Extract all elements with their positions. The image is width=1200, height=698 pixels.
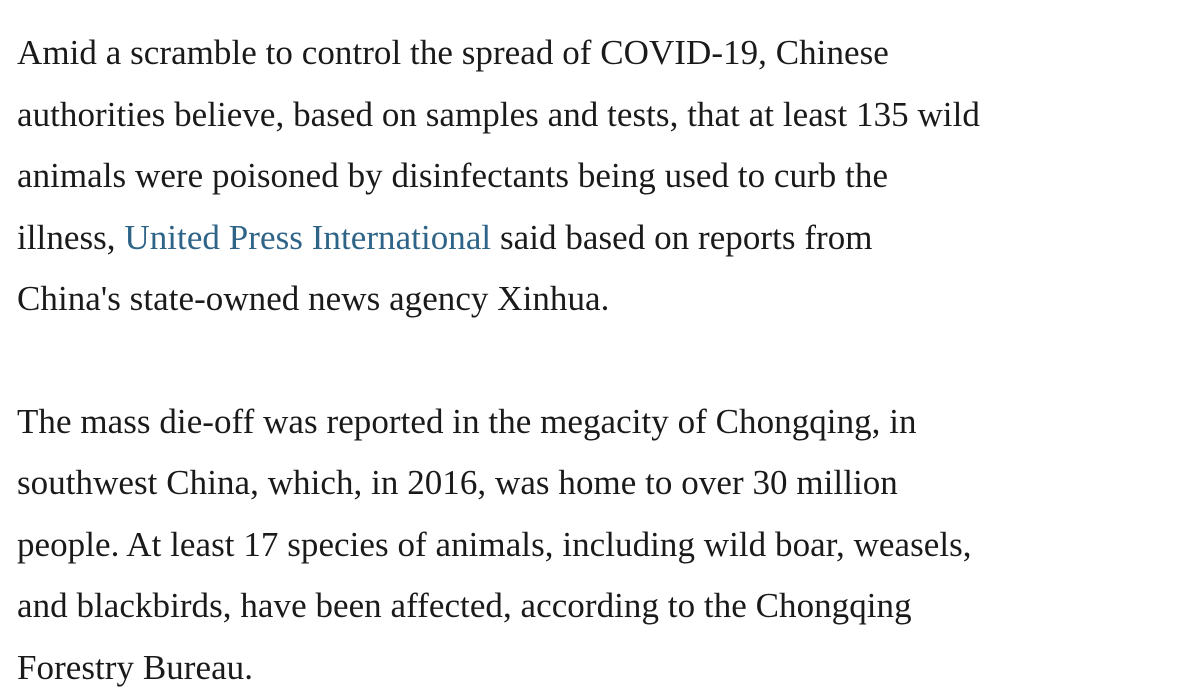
paragraph-line: and blackbirds, have been affected, acco… (17, 575, 1187, 637)
paragraph-line: China's state-owned news agency Xinhua. (17, 268, 1187, 330)
article-paragraph-2: The mass die-off was reported in the meg… (17, 391, 1187, 698)
paragraph-line: people. At least 17 species of animals, … (17, 514, 1187, 576)
paragraph-line: Forestry Bureau. (17, 637, 1187, 698)
text-before-link: illness, (17, 218, 124, 257)
text-after-link: said based on reports from (491, 218, 872, 257)
upi-source-link[interactable]: United Press International (124, 218, 491, 257)
paragraph-line: southwest China, which, in 2016, was hom… (17, 452, 1187, 514)
paragraph-line-with-link: illness, United Press International said… (17, 207, 1187, 269)
paragraph-line: The mass die-off was reported in the meg… (17, 391, 1187, 453)
paragraph-line: authorities believe, based on samples an… (17, 84, 1187, 146)
paragraph-line: animals were poisoned by disinfectants b… (17, 145, 1187, 207)
article-paragraph-1: Amid a scramble to control the spread of… (17, 22, 1187, 330)
article-body: Amid a scramble to control the spread of… (17, 22, 1187, 698)
paragraph-line: Amid a scramble to control the spread of… (17, 22, 1187, 84)
